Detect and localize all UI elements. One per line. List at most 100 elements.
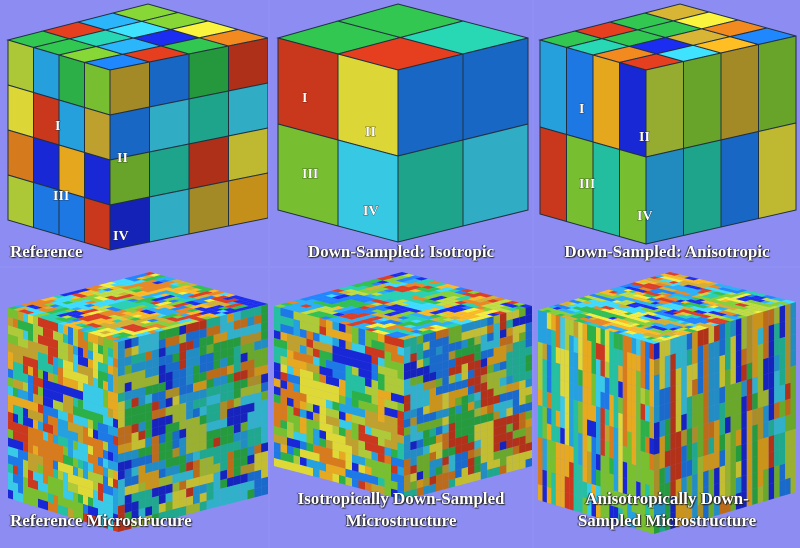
micro-left-grain [108, 408, 113, 419]
micro-top-grain [556, 311, 567, 314]
micro-left-grain [63, 394, 68, 405]
micro-left-grain [313, 340, 320, 350]
micro-right-grain [233, 457, 241, 469]
micro-left-grain [18, 475, 23, 486]
micro-top-grain [728, 307, 739, 311]
micro-left-grain [28, 340, 33, 351]
micro-right-grain [512, 365, 520, 376]
micro-left-grain [68, 412, 73, 424]
micro-top-grain [148, 290, 160, 294]
micro-left-grain [600, 423, 605, 441]
micro-right-grain [206, 456, 214, 467]
micro-left-grain [582, 481, 588, 499]
micro-left-grain [313, 380, 320, 390]
micro-right-grain [506, 415, 513, 425]
micro-left-grain [569, 319, 574, 337]
micro-top-grain [659, 273, 670, 277]
micro-left-grain [58, 504, 63, 515]
cube-left-voxel [337, 139, 399, 243]
micro-right-grain [506, 407, 513, 417]
micro-top-grain [103, 284, 116, 289]
micro-right-grain [131, 336, 139, 348]
micro-left-grain [636, 338, 641, 356]
micro-right-grain [416, 334, 424, 345]
micro-top-grain [357, 289, 371, 293]
micro-right-grain [487, 404, 494, 414]
micro-right-grain [480, 325, 488, 336]
micro-left-grain [88, 505, 93, 516]
micro-right-grain [779, 305, 786, 323]
micro-top-grain [592, 321, 602, 325]
micro-top-grain [99, 319, 112, 323]
micro-top-grain [709, 302, 720, 306]
micro-left-grain [43, 422, 48, 433]
micro-right-grain [206, 326, 214, 337]
micro-top-grain [223, 308, 236, 312]
micro-left-grain [113, 400, 118, 412]
micro-left-grain [58, 409, 63, 420]
micro-top-grain [593, 292, 604, 296]
micro-top-grain [654, 326, 664, 330]
micro-left-grain [53, 339, 58, 350]
micro-left-grain [53, 442, 58, 453]
micro-left-grain [63, 411, 68, 422]
micro-left-grain [622, 461, 628, 479]
micro-right-grain [768, 356, 775, 374]
anisotropic-microstructure-cube [538, 272, 796, 534]
micro-left-grain [28, 400, 33, 411]
micro-top-grain [647, 331, 658, 334]
micro-top-grain [172, 315, 185, 319]
isotropic-microstructure-cube [274, 272, 532, 500]
micro-left-grain [38, 360, 43, 371]
micro-left-grain [596, 422, 601, 440]
micro-top-grain [680, 300, 691, 304]
micro-top-grain [755, 299, 766, 303]
micro-left-grain [313, 364, 320, 374]
micro-top-grain [136, 304, 148, 308]
micro-left-grain [33, 479, 38, 490]
micro-left-grain [319, 405, 326, 416]
micro-top-grain [640, 302, 651, 305]
micro-top-grain [624, 309, 635, 313]
micro-top-grain [390, 304, 403, 308]
micro-top-grain [78, 302, 91, 306]
micro-left-grain [582, 338, 588, 357]
micro-top-grain [382, 278, 396, 283]
micro-left-grain [645, 468, 650, 486]
micro-left-grain [378, 397, 385, 407]
micro-top-grain [89, 305, 101, 309]
micro-right-grain [254, 452, 262, 463]
micro-left-grain [300, 400, 307, 411]
micro-top-grain [628, 287, 639, 291]
micro-right-grain [448, 478, 456, 489]
micro-right-grain [790, 381, 796, 399]
micro-left-grain [58, 453, 63, 464]
micro-top-grain [634, 327, 645, 331]
micro-top-grain [580, 311, 590, 315]
micro-right-grain [500, 416, 507, 427]
micro-top-grain [696, 316, 707, 320]
micro-top-grain [454, 294, 468, 298]
micro-right-grain [474, 439, 481, 450]
micro-top-grain [610, 326, 620, 330]
micro-right-grain [247, 376, 255, 387]
micro-left-grain [609, 410, 614, 428]
micro-top-grain [154, 288, 167, 292]
micro-top-grain [134, 279, 147, 283]
micro-left-grain [587, 356, 592, 374]
micro-right-grain [519, 435, 526, 446]
micro-left-grain [578, 464, 583, 482]
micro-left-grain [645, 515, 650, 533]
micro-top-grain [319, 299, 332, 303]
caption-down-sampled-isotropic: Down-Sampled: Isotropic [307, 242, 495, 261]
micro-top-grain [473, 302, 487, 306]
micro-right-grain [261, 355, 268, 367]
micro-right-grain [487, 452, 494, 462]
micro-top-grain [73, 326, 85, 330]
micro-right-grain [480, 421, 488, 432]
micro-top-grain [77, 316, 90, 320]
micro-top-grain [572, 303, 583, 307]
micro-left-grain [542, 422, 547, 440]
micro-top-grain [760, 300, 771, 304]
micro-right-grain [785, 382, 791, 401]
